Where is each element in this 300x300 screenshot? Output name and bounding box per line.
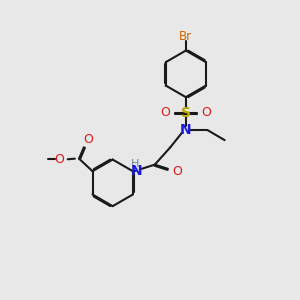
- Text: N: N: [130, 164, 142, 178]
- Text: O: O: [202, 106, 212, 119]
- Text: N: N: [180, 123, 192, 137]
- Text: O: O: [160, 106, 170, 119]
- Text: O: O: [83, 133, 93, 146]
- Text: O: O: [54, 153, 64, 166]
- Text: H: H: [130, 159, 139, 169]
- Text: S: S: [181, 106, 191, 120]
- Text: Br: Br: [179, 30, 192, 43]
- Text: O: O: [172, 165, 182, 178]
